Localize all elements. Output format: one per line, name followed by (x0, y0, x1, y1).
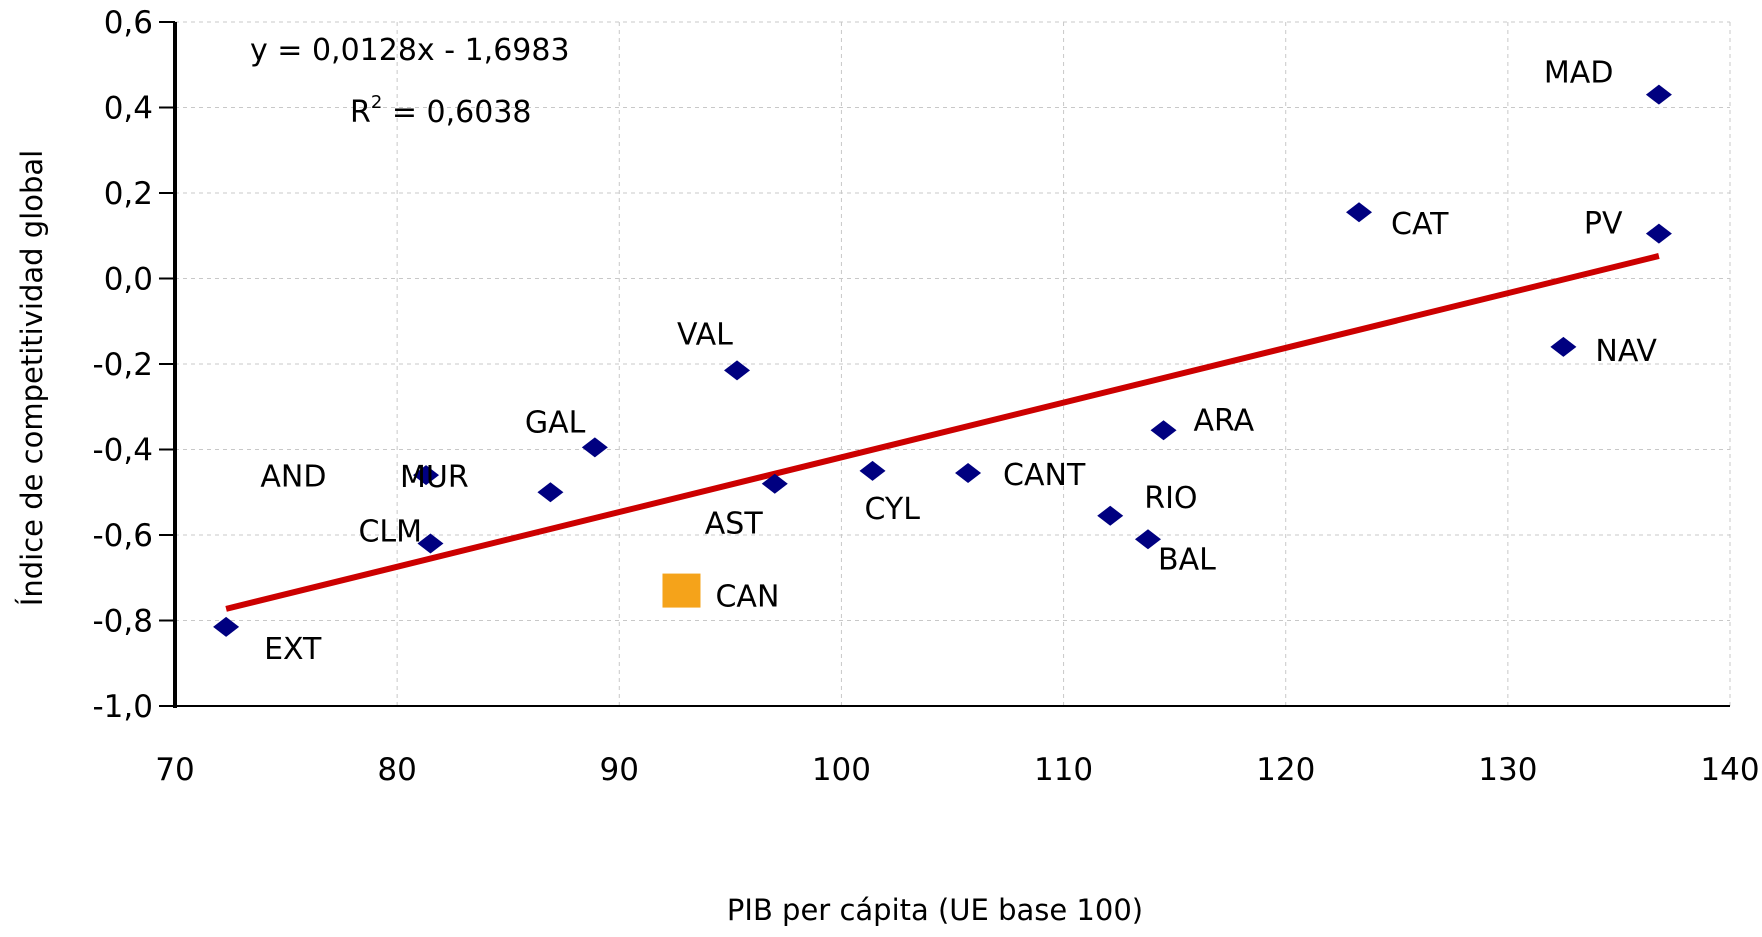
label-cyl: CYL (865, 492, 921, 527)
y-tick-label: -0,2 (93, 347, 154, 383)
r-squared-value: = 0,6038 (382, 95, 531, 130)
point-cant (955, 463, 982, 484)
data-points (213, 84, 1672, 637)
point-ast (761, 473, 788, 494)
point-mur (413, 465, 440, 486)
label-pv: PV (1584, 207, 1623, 242)
label-nav: NAV (1595, 334, 1657, 369)
x-tick-label: 70 (155, 752, 194, 788)
y-tick-label: -0,8 (93, 604, 154, 640)
point-labels: MAD CAT PV NAV VAL ARA GAL CYL CANT MUR AST AND RIO B… (260, 56, 1657, 667)
label-cant: CANT (1003, 458, 1086, 493)
r-squared-prefix: R (350, 95, 371, 130)
x-tick-label: 110 (1034, 752, 1093, 788)
label-mur: MUR (400, 460, 469, 495)
y-tick-label: -1,0 (93, 689, 154, 725)
label-and: AND (260, 459, 326, 494)
label-ast: AST (705, 507, 764, 542)
x-tick-label: 130 (1478, 752, 1537, 788)
tick-labels: -1,0 -0,8 -0,6 -0,4 -0,2 0,0 0,2 0,4 0,6 70 80 90 10… (93, 5, 1760, 788)
x-tick-label: 100 (812, 752, 871, 788)
point-and (537, 482, 564, 503)
label-can: CAN (715, 580, 779, 615)
label-gal: GAL (525, 405, 586, 440)
point-clm (417, 533, 444, 554)
point-val (724, 360, 751, 381)
y-tick-label: -0,6 (93, 518, 154, 554)
point-can (662, 573, 701, 608)
y-tick-label: -0,4 (93, 433, 154, 469)
y-axis-title: Índice de competitividad global (15, 150, 49, 606)
label-ara: ARA (1194, 403, 1255, 438)
label-cat: CAT (1391, 207, 1449, 242)
label-bal: BAL (1158, 542, 1216, 577)
label-ext: EXT (264, 632, 322, 667)
r-squared: R2 = 0,6038 (350, 92, 532, 130)
r-squared-sup: 2 (371, 92, 382, 113)
point-cyl (859, 460, 886, 481)
point-pv (1645, 223, 1672, 244)
label-mad: MAD (1544, 56, 1614, 91)
x-axis-title: PIB per cápita (UE base 100) (727, 893, 1143, 927)
x-tick-label: 90 (600, 752, 639, 788)
x-tick-label: 80 (377, 752, 416, 788)
point-ara (1150, 420, 1177, 441)
label-clm: CLM (358, 515, 422, 550)
x-tick-label: 120 (1256, 752, 1315, 788)
trendline (225, 253, 1660, 612)
point-nav (1550, 336, 1577, 357)
trendline-equation: y = 0,0128x - 1,6983 (250, 33, 570, 68)
point-ext (213, 616, 240, 637)
point-mad (1645, 84, 1672, 105)
point-cat (1346, 202, 1373, 223)
x-tick-label: 140 (1700, 752, 1759, 788)
grid-lines (175, 21, 1731, 706)
point-rio (1097, 505, 1124, 526)
label-rio: RIO (1144, 481, 1197, 516)
y-tick-label: 0,0 (104, 262, 153, 298)
y-tick-label: 0,4 (104, 91, 153, 127)
label-val: VAL (677, 317, 733, 352)
y-tick-label: 0,6 (104, 5, 153, 41)
point-gal (581, 437, 608, 458)
point-bal (1134, 529, 1161, 550)
y-tick-label: 0,2 (104, 176, 153, 212)
